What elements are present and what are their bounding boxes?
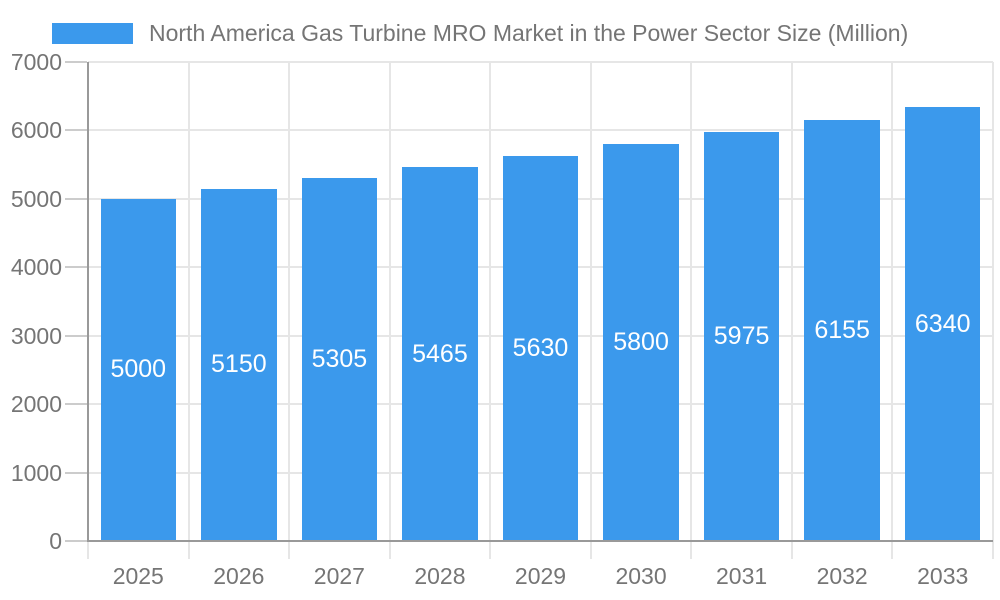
y-axis-label: 3000 [10, 322, 62, 349]
x-axis-label: 2029 [514, 563, 567, 589]
x-axis-label: 2027 [313, 563, 365, 589]
x-axis-label: 2031 [716, 563, 768, 589]
bar-value-label: 5975 [713, 322, 770, 351]
bar-2026[interactable]: 5150 [201, 188, 277, 541]
bar-2033[interactable]: 6340 [905, 107, 981, 541]
y-tick [65, 197, 87, 200]
y-axis-label: 2000 [10, 391, 62, 418]
legend-label: North America Gas Turbine MRO Market in … [149, 20, 909, 46]
x-axis-label: 2028 [414, 563, 466, 589]
bar-value-label: 6155 [814, 315, 870, 344]
x-axis-label: 2025 [112, 563, 164, 589]
y-axis-label: 6000 [10, 117, 62, 144]
y-axis-label: 4000 [10, 254, 62, 281]
bar-2025[interactable]: 5000 [100, 198, 176, 541]
x-gridline [489, 62, 492, 559]
x-gridline [388, 62, 391, 559]
y-tick [65, 540, 87, 542]
bar-2027[interactable]: 5305 [301, 177, 378, 541]
bar-value-label: 5000 [110, 355, 167, 384]
x-axis-label: 2030 [615, 563, 667, 589]
y-axis-label: 7000 [10, 49, 62, 75]
bar-value-label: 5150 [211, 350, 267, 379]
x-gridline [790, 62, 793, 559]
y-axis-label: 0 [49, 528, 62, 554]
y-tick [65, 129, 87, 132]
bar-value-label: 5800 [613, 328, 669, 357]
y-axis-label: 5000 [10, 185, 62, 212]
y-axis-label: 1000 [10, 459, 62, 486]
y-tick [65, 403, 87, 406]
bar-value-label: 5305 [311, 344, 368, 373]
x-axis-label: 2032 [816, 563, 868, 589]
y-tick [65, 471, 87, 474]
y-tick [65, 334, 87, 337]
bar-2028[interactable]: 5465 [402, 167, 478, 541]
bar-value-label: 5630 [512, 333, 569, 362]
plot-area: 0 1000 2000 3000 4000 5000 6000 7000 5000 2025 515… [11, 51, 994, 588]
y-gridline [88, 61, 993, 63]
x-axis-label: 2033 [917, 563, 969, 589]
legend-item[interactable]: North America Gas Turbine MRO Market in … [52, 20, 908, 46]
bar-2031[interactable]: 5975 [703, 132, 780, 541]
y-gridline [88, 129, 993, 132]
y-axis-line [87, 62, 89, 541]
x-gridline [288, 62, 291, 559]
x-gridline [891, 62, 894, 559]
bar-2032[interactable]: 6155 [804, 119, 880, 541]
bar-2030[interactable]: 5800 [603, 144, 679, 541]
y-tick [65, 61, 87, 63]
bar-value-label: 6340 [914, 309, 971, 338]
x-gridline [589, 62, 592, 559]
x-gridline [187, 62, 190, 559]
legend-swatch-icon [52, 22, 133, 44]
x-axis-line [87, 540, 993, 542]
x-gridline [690, 62, 693, 559]
x-axis-label: 2026 [213, 563, 265, 589]
bar-2029[interactable]: 5630 [502, 155, 579, 541]
x-gridline [992, 62, 994, 559]
y-tick [65, 266, 87, 269]
bar-value-label: 5465 [412, 339, 468, 368]
